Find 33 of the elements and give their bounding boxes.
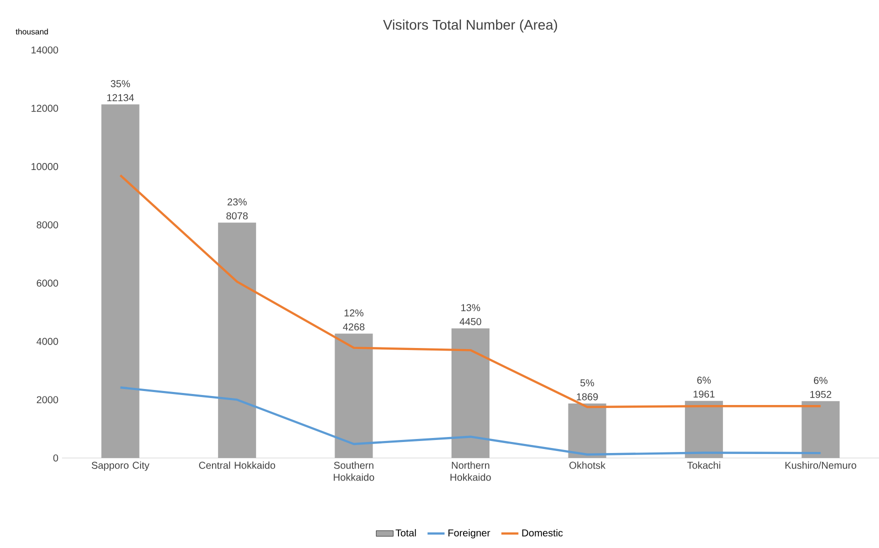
legend-label: Domestic bbox=[522, 529, 563, 536]
x-tick-label: Sapporo City bbox=[92, 462, 150, 471]
x-tick-label: Central Hokkaido bbox=[199, 462, 276, 469]
data-label: 6% 1952 bbox=[810, 376, 832, 398]
bar bbox=[334, 334, 373, 458]
chart-title: Visitors Total Number (Area) bbox=[383, 20, 558, 32]
bar bbox=[802, 401, 840, 458]
legend-label: Foreigner bbox=[448, 529, 490, 538]
bar bbox=[568, 404, 606, 458]
x-tick-label: Kushiro/Nemuro bbox=[785, 462, 856, 469]
y-tick-label: 0 bbox=[53, 454, 58, 462]
data-label: 23% 8078 bbox=[226, 198, 248, 220]
x-tick-label: Tokachi bbox=[687, 462, 720, 469]
legend-label: Total bbox=[396, 529, 416, 536]
data-label: 5% 1869 bbox=[576, 379, 598, 400]
y-tick-label: 2000 bbox=[36, 396, 58, 404]
bar bbox=[684, 400, 723, 458]
x-tick-label: Southern Hokkaido bbox=[334, 462, 374, 481]
y-tick-label: 4000 bbox=[36, 338, 58, 345]
y-tick-label: 14000 bbox=[32, 46, 58, 54]
y-tick-label: 6000 bbox=[36, 280, 58, 287]
data-label: 6% 1961 bbox=[694, 376, 715, 398]
x-tick-label: Northern Hokkaido bbox=[450, 462, 491, 481]
y-tick-label: 8000 bbox=[36, 221, 58, 228]
data-label: 13% 4450 bbox=[460, 304, 482, 326]
bar bbox=[101, 104, 140, 458]
bar bbox=[218, 222, 256, 458]
y-tick-label: 12000 bbox=[32, 104, 58, 112]
bar bbox=[452, 328, 490, 458]
data-label: 12% 4268 bbox=[342, 309, 364, 330]
x-tick-label: Okhotsk bbox=[569, 462, 606, 469]
data-label: 35% 12134 bbox=[107, 80, 134, 102]
y-tick-label: 10000 bbox=[32, 163, 58, 170]
